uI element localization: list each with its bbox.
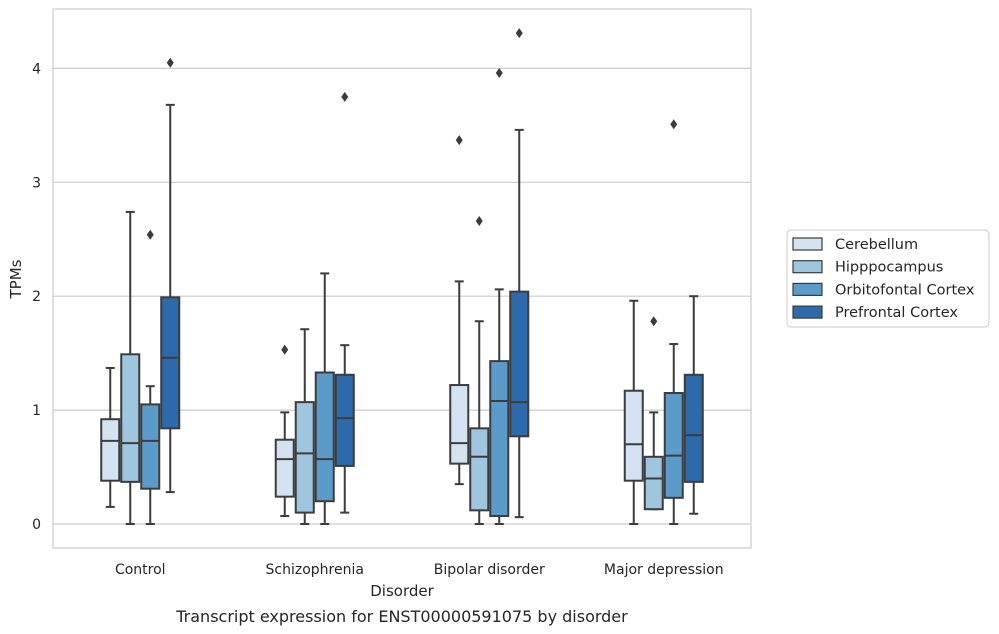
legend-item: Cerebellum xyxy=(792,237,918,253)
box-mark xyxy=(140,229,161,525)
box-body xyxy=(294,401,315,514)
legend-label: Orbitofontal Cortex xyxy=(835,282,975,298)
legend-item: Hipppocampus xyxy=(792,260,943,276)
box-body xyxy=(314,371,335,503)
plot-frame xyxy=(52,8,752,549)
box-body xyxy=(683,373,704,483)
legend-label: Hipppocampus xyxy=(835,260,943,276)
box-mark xyxy=(120,210,141,525)
box-mark xyxy=(623,299,644,525)
box-mark xyxy=(509,28,530,519)
box-body xyxy=(489,360,510,518)
box-body xyxy=(274,438,295,498)
x-tick-label: Major depression xyxy=(604,562,724,578)
series-orbitofontal-cortex xyxy=(140,67,684,525)
outlier-point xyxy=(515,28,523,39)
box-mark xyxy=(160,57,181,494)
series-cerebellum xyxy=(100,135,644,525)
outlier-point xyxy=(146,229,154,240)
legend-swatch xyxy=(792,305,823,319)
box-mark xyxy=(663,119,684,525)
box-body xyxy=(663,392,684,499)
box-mark xyxy=(100,366,121,508)
x-axis-ticks: Control Schizophrenia Bipolar disorder Majo… xyxy=(115,562,724,578)
box-body xyxy=(623,389,644,482)
legend-frame xyxy=(786,229,990,328)
box-mark xyxy=(314,272,335,525)
y-tick-label: 1 xyxy=(32,403,41,419)
box-body xyxy=(643,455,664,511)
series-prefrontal-cortex xyxy=(160,28,704,519)
x-tick-label: Schizophrenia xyxy=(266,562,364,578)
outlier-point xyxy=(341,91,349,102)
box-mark xyxy=(334,91,355,514)
legend-swatch xyxy=(792,260,823,274)
outlier-point xyxy=(650,316,658,327)
y-tick-label: 3 xyxy=(32,175,41,191)
y-axis-ticks: 0 1 2 3 4 xyxy=(32,61,41,533)
box-mark xyxy=(683,295,704,515)
legend-item: Prefrontal Cortex xyxy=(792,305,958,321)
box-mark xyxy=(489,67,510,525)
box-body xyxy=(449,384,470,465)
outlier-point xyxy=(495,67,503,78)
legend-swatch xyxy=(792,237,823,251)
x-tick-label: Bipolar disorder xyxy=(434,562,545,578)
x-axis-title: Disorder xyxy=(370,582,434,600)
legend: Cerebellum Hipppocampus Orbitofontal Corte… xyxy=(786,229,990,328)
series-hipppocampus xyxy=(120,210,664,525)
box-mark xyxy=(294,328,315,525)
outlier-point xyxy=(166,57,174,68)
legend-label: Prefrontal Cortex xyxy=(835,305,958,321)
outlier-point xyxy=(670,119,678,130)
box-body xyxy=(100,418,121,482)
box-mark xyxy=(274,344,295,518)
outlier-point xyxy=(281,344,289,355)
legend-item: Orbitofontal Cortex xyxy=(792,282,975,298)
chart-caption: Transcript expression for ENST0000059107… xyxy=(175,607,628,626)
outlier-point xyxy=(455,135,463,146)
box-body xyxy=(120,353,141,483)
y-tick-label: 2 xyxy=(32,289,41,305)
box-body xyxy=(509,290,530,438)
box-body xyxy=(160,296,181,430)
y-tick-label: 4 xyxy=(32,61,41,77)
box-mark xyxy=(643,316,664,511)
box-series xyxy=(100,28,704,525)
box-body xyxy=(140,403,161,490)
x-tick-label: Control xyxy=(115,562,166,578)
legend-label: Cerebellum xyxy=(835,237,918,253)
y-axis-title: TPMs xyxy=(7,259,25,299)
box-body xyxy=(334,373,355,467)
box-mark xyxy=(449,135,470,486)
y-tick-label: 0 xyxy=(32,517,41,533)
box-mark xyxy=(469,216,490,525)
legend-swatch xyxy=(792,282,823,296)
box-body xyxy=(469,427,490,512)
outlier-point xyxy=(475,216,483,227)
